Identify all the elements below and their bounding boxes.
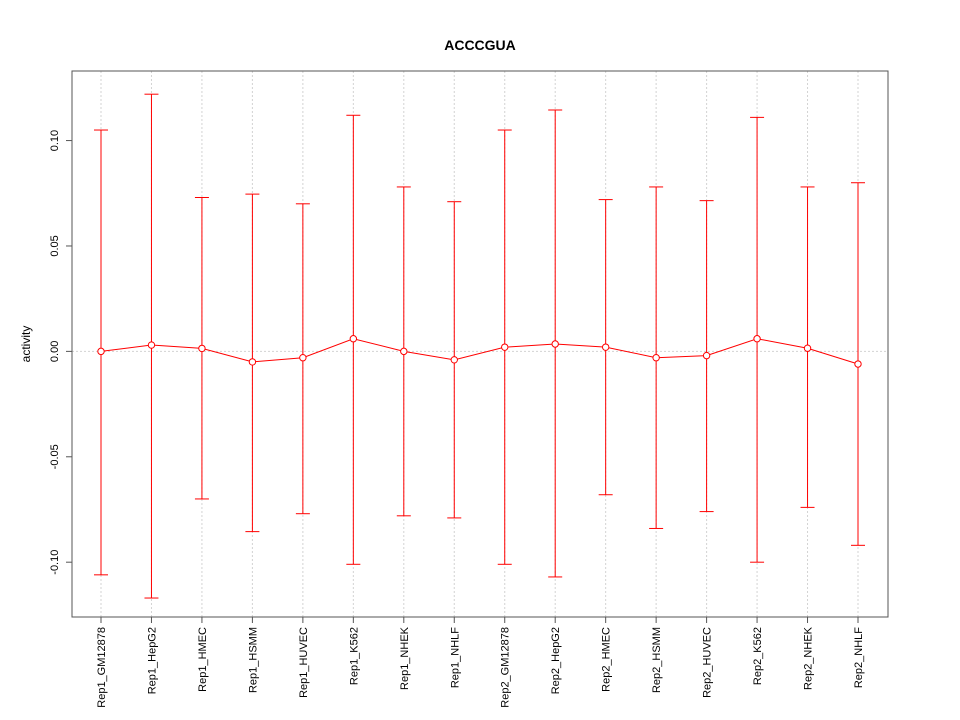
data-point (702, 351, 711, 360)
y-tick-label: -0.10 (49, 550, 61, 575)
data-point (652, 354, 660, 362)
y-tick-label: 0.05 (49, 235, 61, 256)
data-point (551, 340, 559, 348)
x-tick-label: Rep2_GM12878 (500, 627, 512, 708)
plot-border (71, 70, 889, 618)
x-tick-label: Rep1_NHLF (449, 627, 461, 688)
x-tick-label: Rep1_K562 (348, 627, 360, 685)
x-axis: Rep1_GM12878 Rep1_HepG2 Rep1_HMEC Rep1_HSMM… (96, 616, 865, 708)
data-point (803, 344, 812, 352)
x-tick-label: Rep2_HSMM (651, 627, 663, 693)
data-point (147, 341, 156, 349)
data-point (198, 344, 206, 353)
x-tick-label: Rep2_NHLF (853, 627, 865, 688)
x-tick-label: Rep2_K562 (752, 627, 764, 685)
x-tick-label: Rep1_HepG2 (146, 627, 158, 694)
chart-title: ACCCGUA (444, 37, 516, 53)
data-point (450, 356, 458, 364)
x-tick-label: Rep2_HMEC (601, 627, 613, 692)
y-tick-label: 0.00 (49, 341, 61, 362)
data-point (753, 335, 761, 343)
data-point (501, 343, 509, 351)
x-tick-label: Rep1_HUVEC (298, 627, 310, 698)
data-point (248, 358, 257, 366)
data-point (854, 360, 862, 368)
x-tick-label: Rep1_HSMM (247, 627, 259, 693)
data-point (601, 343, 610, 351)
y-tick-label: 0.10 (49, 130, 61, 151)
grid (72, 71, 888, 617)
x-tick-label: Rep1_NHEK (399, 626, 411, 690)
series-marks (94, 93, 865, 599)
x-tick-label: Rep2_HUVEC (702, 627, 714, 698)
y-axis-label: activity (19, 326, 33, 363)
y-tick-label: -0.05 (49, 444, 61, 469)
data-point (400, 347, 408, 356)
x-tick-label: Rep1_GM12878 (96, 627, 108, 708)
x-tick-label: Rep2_NHEK (803, 626, 815, 690)
data-point (349, 335, 358, 343)
x-tick-label: Rep1_HMEC (197, 627, 209, 692)
y-axis: -0.10 -0.05 0.00 0.05 0.10 (49, 130, 73, 575)
series-line (100, 338, 859, 365)
data-point (97, 347, 105, 356)
x-tick-label: Rep2_HepG2 (550, 627, 562, 694)
data-point (299, 354, 307, 362)
